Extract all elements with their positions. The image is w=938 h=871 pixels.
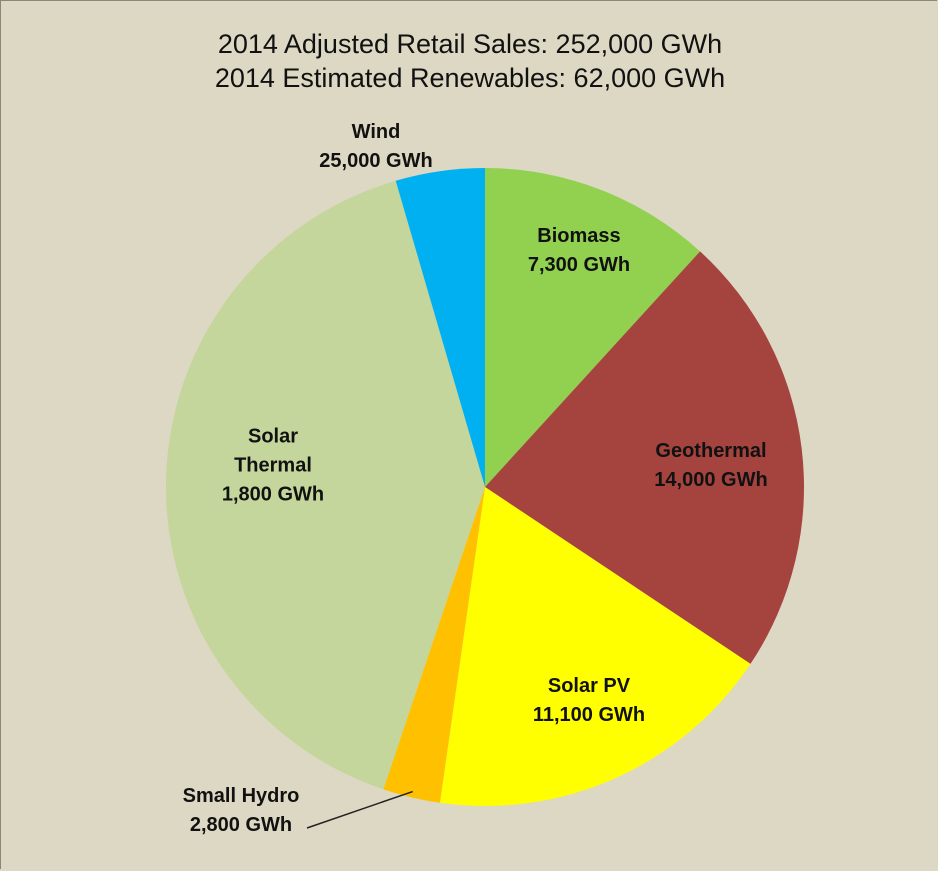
slice-value-label: 7,300 GWh <box>527 254 631 276</box>
chart-title: 2014 Adjusted Retail Sales: 252,000 GWh <box>217 29 723 59</box>
slice-category: Solar PV <box>547 675 631 697</box>
slice-category: Geothermal <box>655 440 767 462</box>
slice-value-label: 2,800 GWh <box>189 814 293 836</box>
slice-category: Solar Thermal <box>234 425 312 477</box>
pie-slice <box>439 487 751 806</box>
slice-value-label: 14,000 GWh <box>654 469 768 491</box>
slice-label: Solar Thermal 1,800 GWh <box>222 423 324 510</box>
pie-slice <box>485 251 804 664</box>
slice-category: Biomass <box>537 225 621 247</box>
slice-label: Biomass 7,300 GWh <box>528 222 630 280</box>
pie-slice <box>383 487 485 803</box>
pie-slice <box>485 168 701 487</box>
pie-slice <box>395 168 485 487</box>
slice-category: Small Hydro <box>182 785 300 807</box>
slice-value-label: 11,100 GWh <box>532 704 646 726</box>
slice-value-label: 25,000 GWh <box>319 150 433 172</box>
slice-category: Wind <box>351 121 401 143</box>
slice-label: Solar PV 11,100 GWh <box>533 672 645 730</box>
slice-label: Small Hydro 2,800 GWh <box>183 782 300 840</box>
chart-subtitle: 2014 Estimated Renewables: 62,000 GWh <box>214 63 726 93</box>
pie-slice <box>165 180 486 790</box>
leader-line <box>306 790 413 829</box>
slice-label: Geothermal 14,000 GWh <box>654 437 767 495</box>
slice-label: Wind 25,000 GWh <box>319 118 432 176</box>
slice-value-label: 1,800 GWh <box>221 483 325 506</box>
